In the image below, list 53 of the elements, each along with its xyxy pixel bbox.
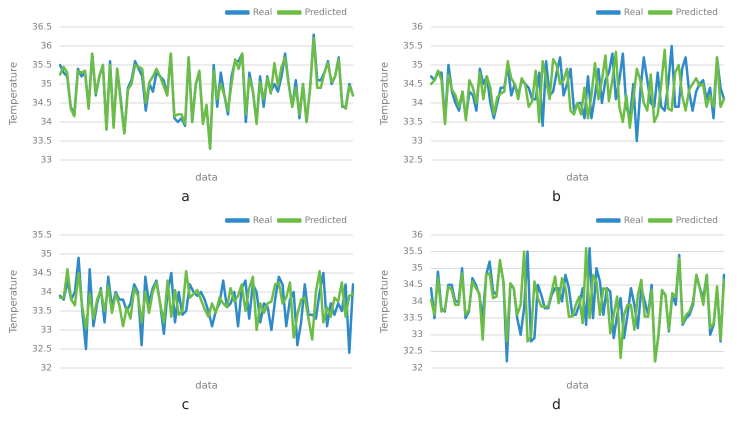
y-tick-label: 32.5	[402, 155, 424, 166]
x-axis-title: data	[566, 172, 589, 184]
y-tick-label: 34	[40, 287, 52, 298]
legend-label: Real	[252, 216, 272, 226]
y-tick-label: 36	[40, 41, 52, 52]
y-tick-label: 35	[40, 79, 52, 90]
y-axis-title: Temperature	[8, 62, 20, 126]
y-tick-label: 34.5	[32, 98, 52, 108]
y-tick-label: 33	[412, 136, 424, 146]
legend-label: Predicted	[304, 216, 347, 226]
y-tick-label: 35.5	[402, 246, 424, 257]
x-axis-title: data	[566, 380, 589, 392]
x-axis-title: data	[195, 172, 218, 184]
y-tick-label: 35	[40, 249, 52, 260]
x-axis-title: data	[195, 380, 218, 392]
y-tick-label: 36.5	[32, 22, 52, 32]
legend-label: Predicted	[676, 8, 718, 18]
y-tick-label: 36	[412, 22, 424, 32]
text: a	[180, 188, 191, 206]
y-tick-label: 33	[40, 155, 52, 166]
y-tick-label: 32.5	[32, 344, 52, 354]
y-tick-label: 33.5	[402, 313, 424, 324]
y-tick-label: 35.5	[32, 60, 52, 70]
legend-label: Real	[252, 8, 272, 18]
y-tick-label: 34.5	[32, 268, 52, 278]
y-tick-label: 34.5	[402, 79, 424, 90]
y-tick-label: 32.5	[402, 346, 424, 357]
y-tick-label: 34	[412, 296, 424, 307]
legend-label: Real	[624, 8, 644, 18]
text: d	[551, 396, 562, 414]
y-tick-label: 33	[412, 330, 424, 340]
text: c	[180, 396, 190, 414]
y-tick-label: 35.5	[402, 41, 424, 52]
y-tick-label: 33.5	[402, 117, 424, 128]
y-tick-label: 36	[412, 230, 424, 240]
y-tick-label: 33	[40, 325, 52, 336]
legend-label: Real	[624, 216, 644, 226]
y-tick-label: 34	[412, 98, 424, 108]
y-tick-label: 33.5	[32, 136, 52, 146]
text: b	[551, 188, 562, 206]
y-tick-label: 32	[40, 363, 52, 374]
y-tick-label: 33.5	[32, 306, 52, 316]
y-tick-label: 35	[412, 60, 424, 70]
y-axis-title: Temperature	[380, 270, 391, 334]
y-tick-label: 35.5	[32, 230, 52, 240]
y-tick-label: 32	[412, 363, 424, 374]
y-tick-label: 34.5	[402, 280, 424, 290]
legend-label: Predicted	[304, 8, 347, 18]
legend-label: Predicted	[676, 216, 718, 226]
y-axis-title: Temperature	[8, 270, 20, 334]
y-tick-label: 34	[40, 117, 52, 128]
y-axis-title: Temperature	[380, 62, 391, 126]
y-tick-label: 35	[412, 264, 424, 274]
